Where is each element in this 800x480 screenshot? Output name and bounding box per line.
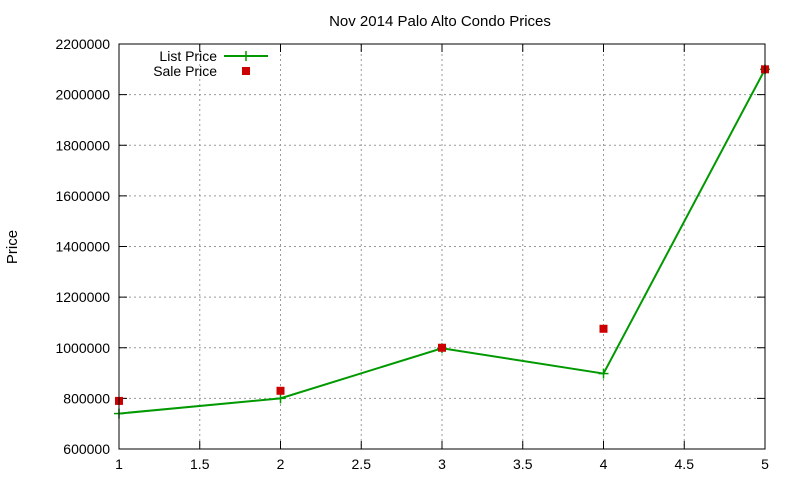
data-point-sale-price (276, 386, 285, 395)
y-axis-label: Price (4, 230, 21, 264)
y-tick-label: 1600000 (55, 188, 110, 204)
legend-item-list-price: List Price (159, 48, 268, 64)
x-tick-label: 1 (115, 456, 123, 472)
data-point-sale-price (438, 343, 446, 352)
y-tick-label: 1200000 (55, 289, 110, 305)
y-tick-label: 2200000 (55, 36, 110, 52)
y-tick-label: 1800000 (55, 137, 110, 153)
x-tick-label: 2 (277, 456, 285, 472)
y-tick-label: 600000 (63, 441, 110, 457)
data-point-sale-price (599, 324, 608, 333)
x-tick-label: 5 (761, 456, 769, 472)
y-tick-label: 1400000 (55, 239, 110, 255)
y-tick-label: 2000000 (55, 87, 110, 103)
x-tick-label: 4 (600, 456, 608, 472)
y-tick-label: 1000000 (55, 340, 110, 356)
legend-label: List Price (159, 48, 217, 64)
x-tick-label: 3 (438, 456, 446, 472)
data-point-list-price (598, 368, 609, 379)
data-point-list-price (275, 393, 286, 404)
plot-frame (118, 43, 766, 450)
x-tick-label: 1.5 (190, 456, 210, 472)
legend-label: Sale Price (153, 63, 217, 79)
x-tick-label: 4.5 (675, 456, 695, 472)
axis-ticks: 1 1.5 2 2.5 3 3.5 4 4.5 5 600000 800000 1000000 1200… (55, 36, 769, 472)
legend-swatch-marker (242, 67, 250, 75)
legend-swatch-marker (241, 51, 251, 61)
legend-item-sale-price: Sale Price (153, 63, 250, 79)
y-tick-label: 800000 (63, 390, 110, 406)
grid (119, 44, 765, 449)
x-tick-label: 3.5 (513, 456, 533, 472)
x-tick-label: 2.5 (352, 456, 372, 472)
chart-title: Nov 2014 Palo Alto Condo Prices (329, 13, 551, 30)
